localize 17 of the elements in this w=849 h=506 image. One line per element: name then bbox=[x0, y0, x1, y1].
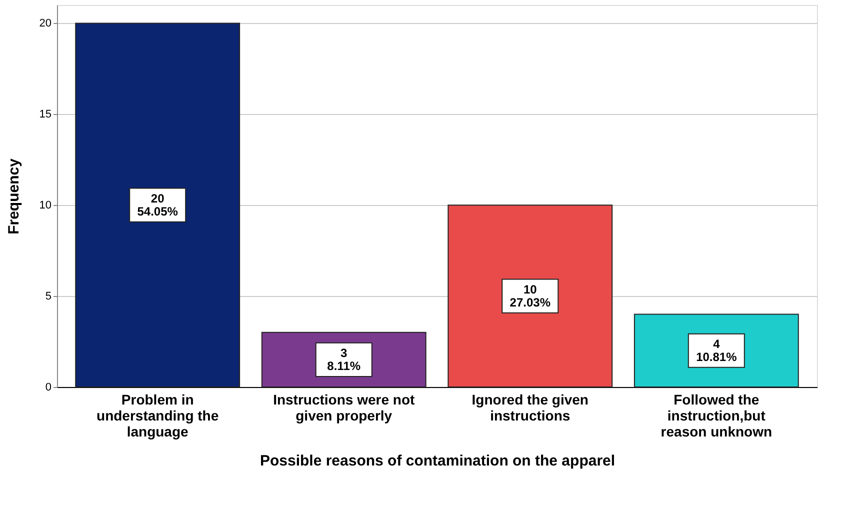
data-label: 10 27.03% bbox=[510, 282, 551, 310]
data-label: 3 8.11% bbox=[327, 346, 361, 374]
x-axis-title: Possible reasons of contamination on the apparel bbox=[260, 452, 616, 470]
y-tick-label: 20 bbox=[39, 18, 52, 30]
bar bbox=[75, 22, 240, 388]
y-tick-label: 10 bbox=[39, 200, 52, 212]
x-tick-label: Problem in understanding the language bbox=[96, 392, 219, 440]
x-tick-label: Instructions were not given properly bbox=[273, 392, 415, 424]
y-tick-label: 0 bbox=[45, 382, 52, 394]
x-tick-label: Followed the instruction,but reason unknown bbox=[660, 392, 772, 440]
y-tick-label: 5 bbox=[45, 290, 52, 303]
y-axis-title: Frequency bbox=[5, 158, 22, 234]
bar bbox=[448, 204, 613, 388]
data-label: 4 10.81% bbox=[696, 337, 738, 364]
x-tick-label: Ignored the given instructions bbox=[472, 392, 588, 424]
data-label: 20 54.05% bbox=[137, 192, 178, 219]
y-tick-label: 15 bbox=[39, 108, 52, 121]
